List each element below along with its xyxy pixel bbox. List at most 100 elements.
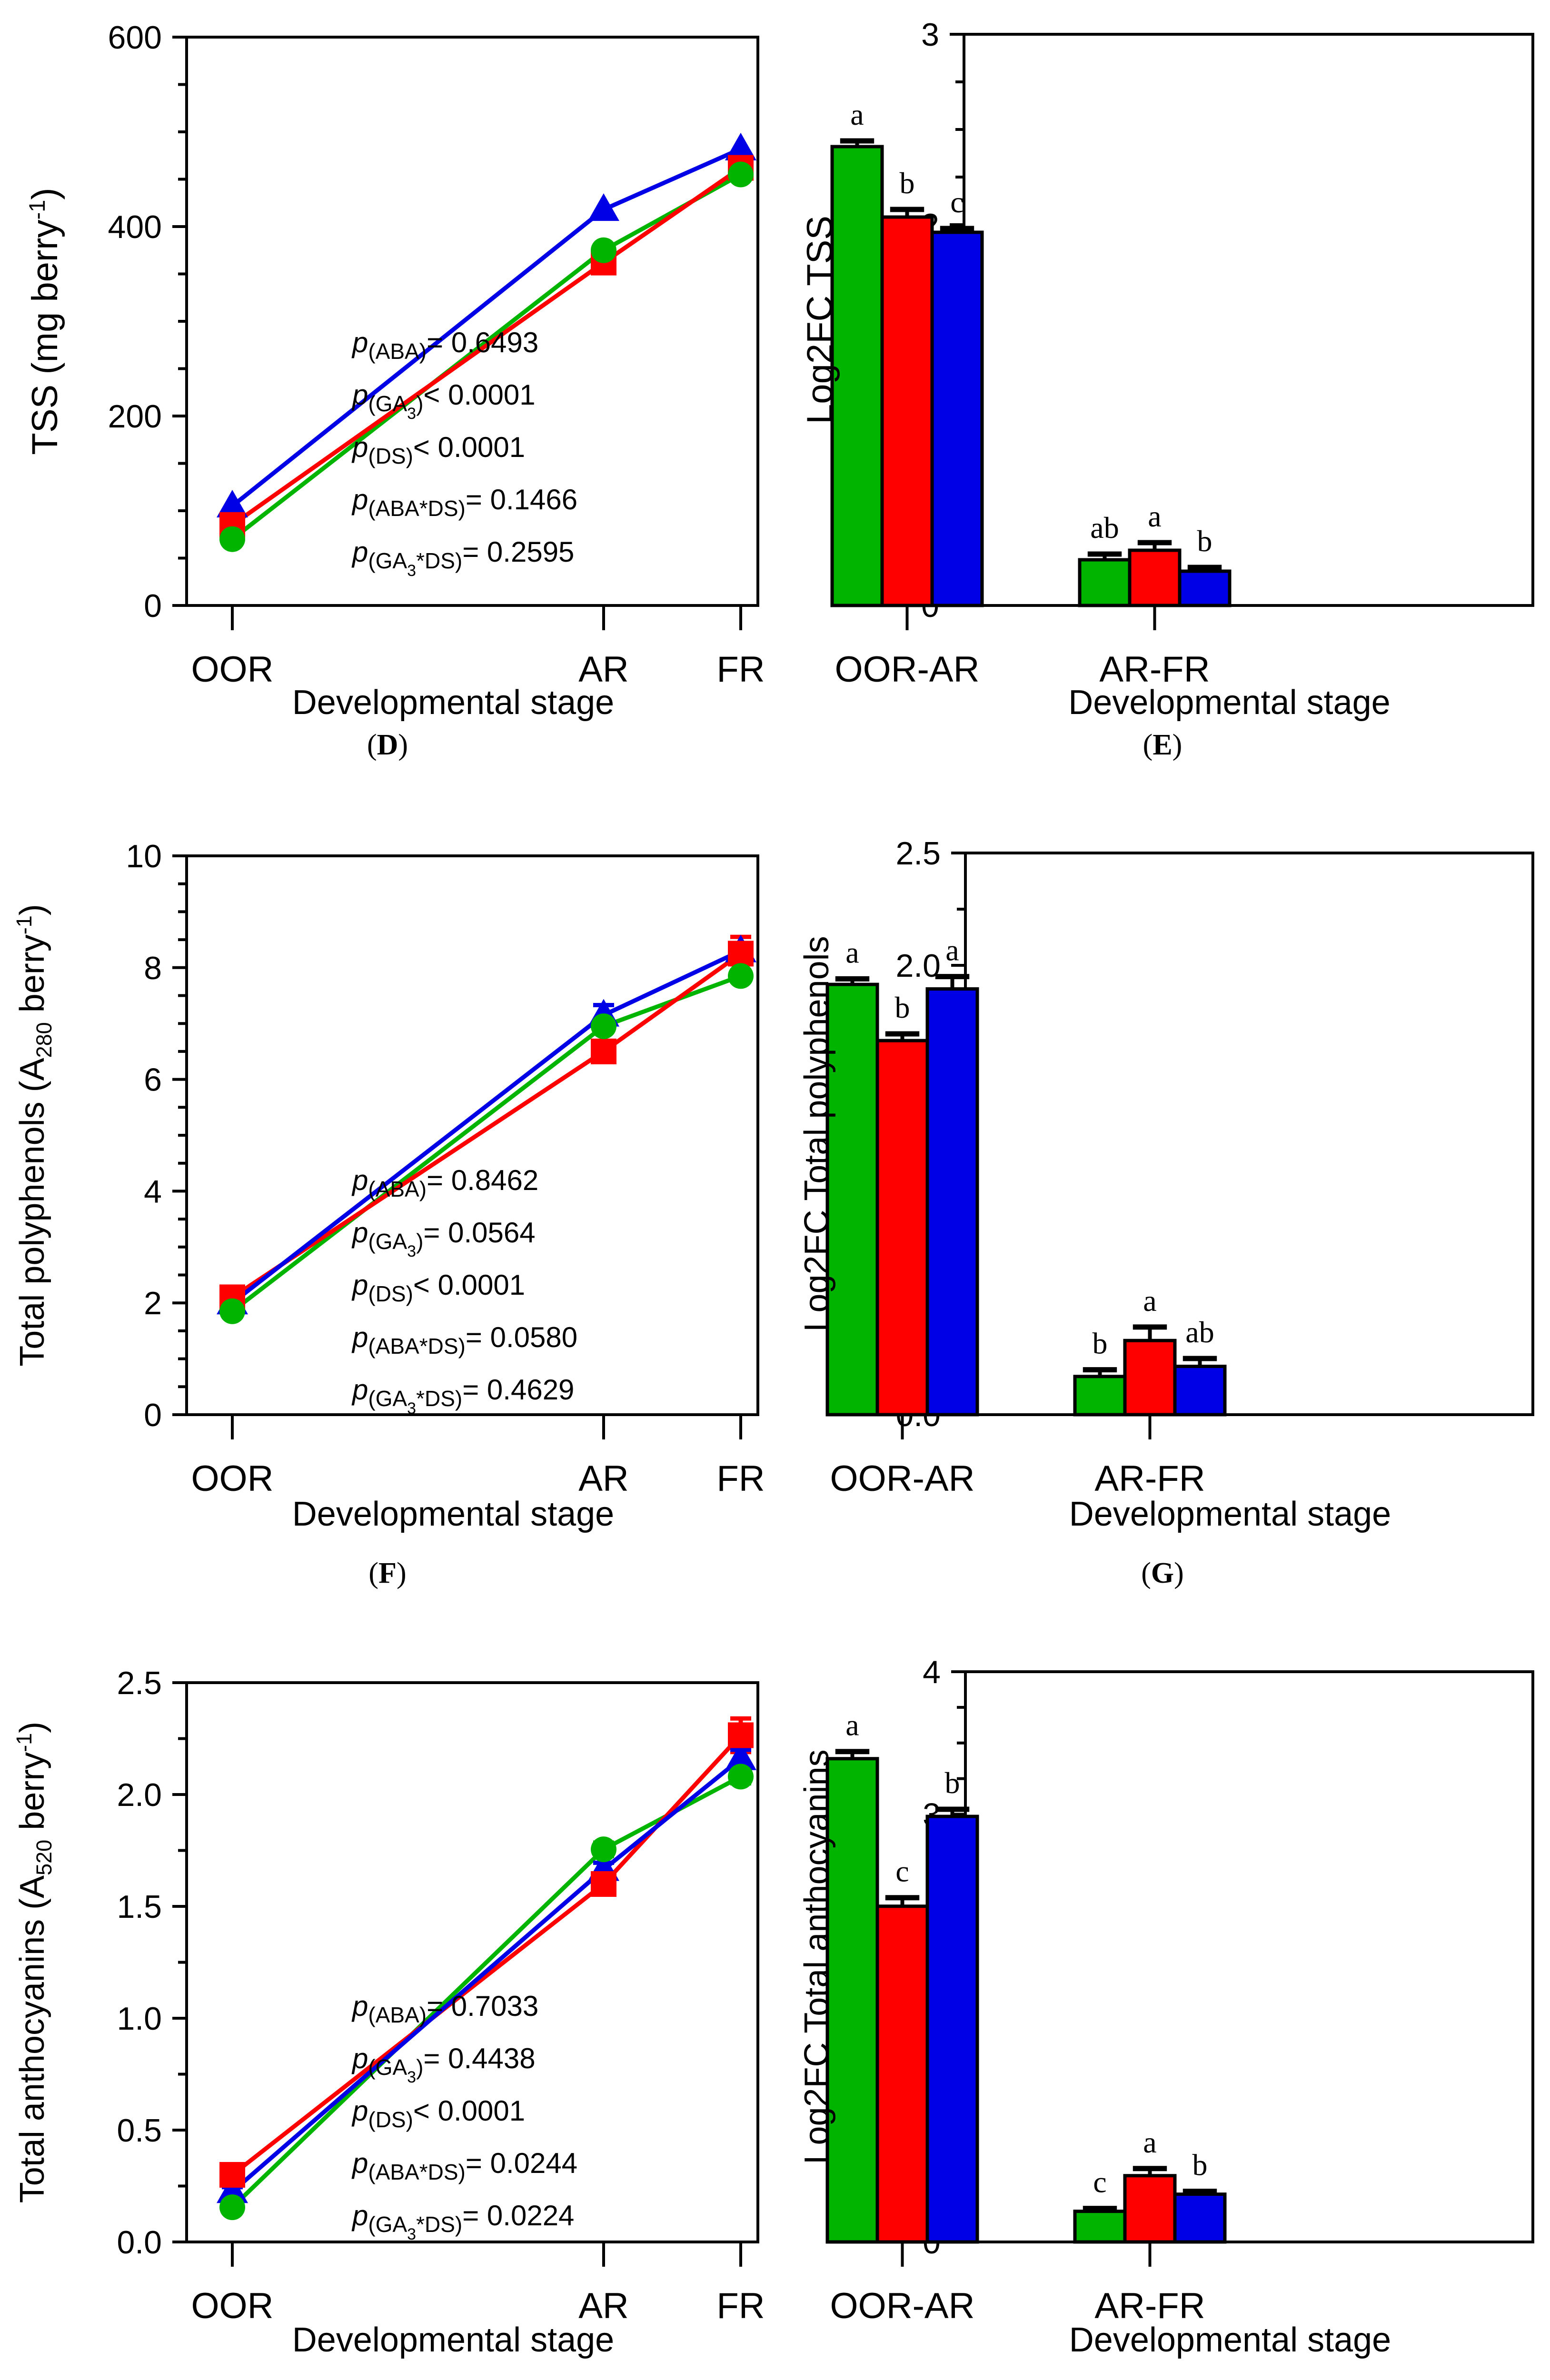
bar-group: a	[825, 935, 879, 1417]
bar-red	[875, 1904, 929, 2244]
y-tick-label: 2.5	[117, 1665, 162, 1701]
panel-D-chart: 0 200 400 600 OOR AR FR p(ABA)= 0.6493 p(GA3)< 0…	[24, 20, 765, 722]
marker-square	[591, 1871, 616, 1897]
bar-group: b	[1173, 2148, 1227, 2244]
x-tick-label: AR-FR	[1099, 649, 1210, 690]
x-tick-label: OOR-AR	[830, 1458, 975, 1499]
significance-letter: b	[900, 166, 915, 200]
marker-triangle	[725, 132, 756, 160]
p-value-annotation: p(GA3*DS)= 0.4629	[351, 1374, 574, 1418]
panel-letter-glyph: G	[1151, 1557, 1174, 1589]
bar-group: a	[830, 98, 884, 607]
y-tick-label: 0.0	[117, 2224, 162, 2261]
panel-E-letter: (E)	[1143, 729, 1182, 761]
p-value-annotation: p(GA3*DS)= 0.2595	[351, 536, 574, 580]
significance-letter: c	[1093, 2165, 1106, 2199]
bar-group: a	[925, 933, 979, 1417]
panel_F-plot: 0 2 4 6 8 10 OOR AR FR p(ABA)= 0.8462 p(GA3)= 0.05…	[12, 838, 765, 1533]
marker-circle	[591, 1013, 616, 1040]
bar-group: a	[825, 1708, 879, 2244]
significance-letter: ab	[1185, 1315, 1214, 1349]
x-tick-label: FR	[716, 1458, 765, 1499]
x-axis-title: Developmental stage	[292, 1495, 614, 1533]
y-tick-label: 1.0	[117, 2001, 162, 2037]
y-tick-label: 2.5	[895, 835, 941, 872]
plot-frame	[185, 36, 759, 607]
marker-triangle	[217, 490, 248, 518]
x-tick-label: AR	[578, 649, 629, 690]
p-value-annotation: p(ABA)= 0.6493	[351, 327, 538, 364]
plot-frame	[963, 33, 1534, 607]
y-axis-title: Total anthocyanins (A520 berry-1)	[12, 1722, 56, 2203]
marker-circle	[219, 1298, 245, 1324]
bar-blue	[1178, 569, 1232, 607]
marker-circle	[728, 1764, 754, 1790]
x-tick-label: OOR-AR	[830, 2286, 975, 2326]
bar-group: b	[880, 166, 934, 607]
y-tick-label: 6	[144, 1062, 162, 1098]
marker-square	[591, 1038, 616, 1064]
marker-circle	[728, 963, 754, 989]
marker-circle	[728, 161, 754, 188]
bar-red	[1123, 1339, 1177, 1417]
x-axis-title: Developmental stage	[1069, 2321, 1391, 2359]
y-axis-title: Log2FC Total polyphenols	[798, 936, 836, 1331]
marker-circle	[219, 526, 245, 552]
panel-G: 0.00.51.01.52.02.5abaOOR-ARbaabAR-FRDeve…	[775, 809, 1550, 1637]
p-value-annotation: p(GA3)= 0.4438	[351, 2043, 536, 2086]
bar-group: ab	[1078, 511, 1132, 607]
bar-green	[1073, 1375, 1127, 1417]
p-value-annotation: p(ABA*DS)= 0.1466	[351, 484, 577, 521]
y-axis-title: Log2FC Total anthocyanins	[798, 1749, 836, 2164]
series-line-green-circle	[231, 974, 742, 1313]
bar-green	[1078, 558, 1132, 607]
significance-letter: b	[1093, 1327, 1108, 1360]
significance-letter: a	[1143, 1284, 1156, 1318]
bar-green	[825, 1757, 879, 2244]
significance-letter: b	[895, 991, 910, 1024]
y-tick-label: 200	[108, 398, 162, 435]
bar-blue	[925, 987, 979, 1417]
panel-H: 0.0 0.5 1.0 1.5 2.0 2.5 OOR AR FR p(ABA)= 0.7033 p…	[0, 1637, 775, 2380]
y-axis-title: Total polyphenols (A280 berry-1)	[12, 904, 56, 1367]
bar-blue	[1173, 2192, 1227, 2244]
y-tick-label: 2	[144, 1285, 162, 1321]
bar-red	[880, 215, 934, 607]
bar-green	[825, 982, 879, 1417]
x-tick-label: OOR	[191, 1458, 273, 1499]
bar-blue	[930, 230, 984, 607]
panel-letter-glyph: D	[377, 729, 398, 761]
p-value-annotation: p(GA3*DS)= 0.0224	[351, 2200, 574, 2243]
x-tick-label: AR-FR	[1094, 1458, 1205, 1499]
y-tick-label: 4	[923, 1654, 941, 1690]
p-value-annotation: p(ABA)= 0.7033	[351, 1990, 538, 2027]
bar-group: c	[930, 185, 984, 607]
panel_D-plot: 0 200 400 600 OOR AR FR p(ABA)= 0.6493 p(GA3)< 0…	[24, 20, 765, 722]
panel_H-plot: 0.0 0.5 1.0 1.5 2.0 2.5 OOR AR FR p(ABA)= 0.7033 p…	[12, 1665, 765, 2359]
y-tick-label: 600	[108, 20, 162, 56]
y-tick-label: 400	[108, 209, 162, 245]
panel-H-chart: 0.0 0.5 1.0 1.5 2.0 2.5 OOR AR FR p(ABA)= 0.7033 p…	[12, 1665, 765, 2359]
y-tick-label: 10	[126, 838, 162, 874]
marker-circle	[591, 1836, 616, 1863]
panel-letter-glyph: F	[378, 1557, 397, 1589]
bar-group: b	[875, 991, 929, 1417]
panel-D-letter: (D)	[367, 729, 408, 761]
x-tick-label: OOR-AR	[835, 649, 980, 690]
marker-circle	[219, 2194, 245, 2221]
x-tick-label: OOR	[191, 649, 273, 690]
bar-blue	[1173, 1365, 1227, 1417]
y-axis-title: Log2FC TSS	[800, 216, 840, 424]
significance-letter: a	[1143, 2125, 1156, 2159]
p-value-annotation: p(DS)< 0.0001	[351, 1269, 525, 1306]
bar-green	[830, 145, 884, 607]
marker-square	[219, 2162, 245, 2188]
x-tick-label: AR	[578, 1458, 629, 1499]
plot-frame	[964, 852, 1534, 1416]
x-axis-title: Developmental stage	[1069, 1495, 1391, 1533]
x-tick-label: FR	[716, 649, 765, 690]
